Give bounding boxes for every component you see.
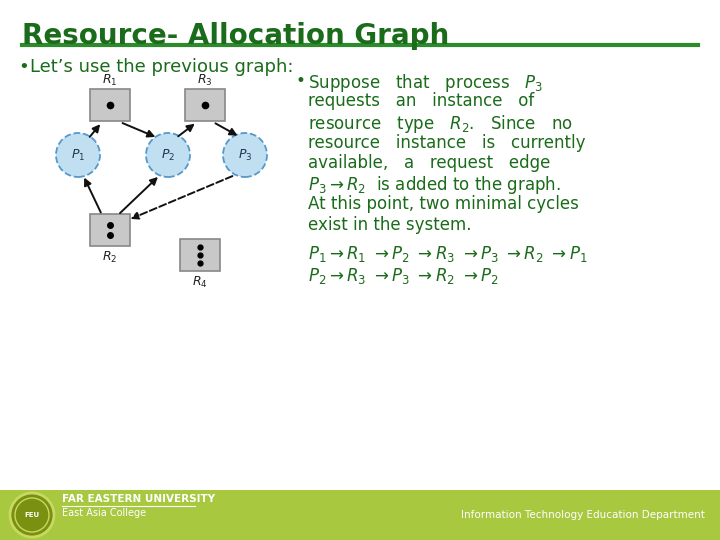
Text: requests   an   instance   of: requests an instance of xyxy=(308,92,534,111)
Text: FAR EASTERN UNIVERSITY: FAR EASTERN UNIVERSITY xyxy=(62,494,215,504)
Circle shape xyxy=(223,133,267,177)
Text: At this point, two minimal cycles: At this point, two minimal cycles xyxy=(308,195,579,213)
Text: $\mathit{P}_2$$\rightarrow$$\mathit{R}_3$ $\rightarrow$$\mathit{P}_3$ $\rightarr: $\mathit{P}_2$$\rightarrow$$\mathit{R}_3… xyxy=(308,266,498,286)
Bar xyxy=(0,490,720,540)
Text: Suppose   that   process   $\mathit{P}_3$: Suppose that process $\mathit{P}_3$ xyxy=(308,72,544,94)
Text: resource   instance   is   currently: resource instance is currently xyxy=(308,133,585,152)
Text: •: • xyxy=(18,58,29,76)
Text: $P_1$: $P_1$ xyxy=(71,147,85,163)
Text: $R_1$: $R_1$ xyxy=(102,72,117,87)
Text: $R_3$: $R_3$ xyxy=(197,72,213,87)
Text: $P_2$: $P_2$ xyxy=(161,147,175,163)
Text: exist in the system.: exist in the system. xyxy=(308,215,472,233)
Text: $R_2$: $R_2$ xyxy=(102,249,117,265)
Text: $\mathit{P}_1$$\rightarrow$$\mathit{R}_1$ $\rightarrow$$\mathit{P}_2$ $\rightarr: $\mathit{P}_1$$\rightarrow$$\mathit{R}_1… xyxy=(308,244,588,264)
Text: East Asia College: East Asia College xyxy=(62,508,146,518)
Text: $P_3$: $P_3$ xyxy=(238,147,252,163)
Bar xyxy=(185,89,225,121)
Text: available,   a   request   edge: available, a request edge xyxy=(308,154,550,172)
Text: $R_4$: $R_4$ xyxy=(192,274,208,289)
Circle shape xyxy=(56,133,100,177)
Bar xyxy=(90,89,130,121)
Bar xyxy=(90,214,130,246)
Text: •: • xyxy=(296,72,306,90)
Text: Let’s use the previous graph:: Let’s use the previous graph: xyxy=(30,58,294,76)
Bar xyxy=(180,239,220,271)
Text: Information Technology Education Department: Information Technology Education Departm… xyxy=(461,510,705,520)
Text: resource   type   $\mathit{R}_2$.   Since   no: resource type $\mathit{R}_2$. Since no xyxy=(308,113,572,135)
Text: Resource- Allocation Graph: Resource- Allocation Graph xyxy=(22,22,449,50)
Circle shape xyxy=(10,493,54,537)
Text: FEU: FEU xyxy=(24,512,40,518)
Text: $\mathit{P}_3$$\rightarrow$$\mathit{R}_2$  is added to the graph.: $\mathit{P}_3$$\rightarrow$$\mathit{R}_2… xyxy=(308,174,561,197)
Circle shape xyxy=(146,133,190,177)
